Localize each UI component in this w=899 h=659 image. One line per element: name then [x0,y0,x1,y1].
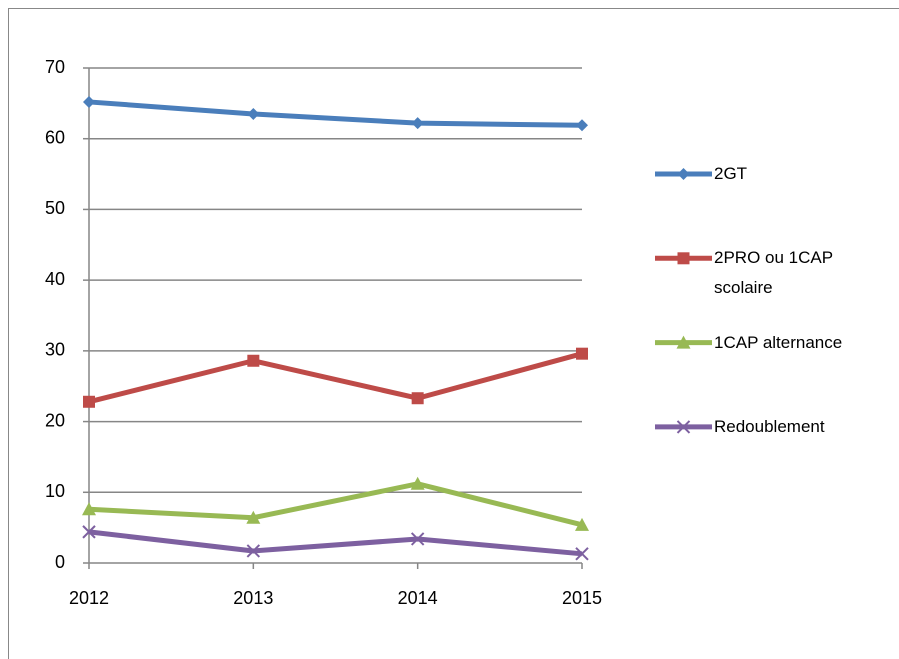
y-tick-label: 20 [45,410,65,430]
legend-label: 2PRO ou 1CAP scolaire [714,248,833,298]
marker [83,95,95,108]
legend-label: Redoublement [714,416,825,436]
series-line [88,481,583,528]
marker [576,347,588,360]
marker [411,117,424,130]
marker [82,525,96,539]
marker [83,395,95,408]
marker [576,119,588,132]
marker [676,420,691,434]
y-tick-label: 60 [45,127,65,147]
y-tick-label: 50 [45,198,65,218]
x-tick-label: 2012 [69,588,109,608]
marker [575,547,589,561]
y-tick-label: 40 [45,269,65,289]
series-line [88,351,583,405]
marker [247,107,260,120]
marker [410,476,425,490]
marker [410,532,425,546]
marker [575,517,589,531]
x-tick-label: 2014 [398,588,438,608]
y-tick-label: 30 [45,340,65,360]
marker [247,354,260,367]
marker [82,502,96,516]
legend-label: 1CAP alternance [714,332,843,352]
marker [676,335,691,349]
x-tick-label: 2013 [233,588,273,608]
marker [411,392,424,405]
chart-frame [8,8,899,659]
marker [246,544,261,558]
marker [677,252,690,265]
legend-label: 2GT [714,164,748,183]
x-tick-label: 2015 [562,588,602,608]
y-tick-label: 70 [45,57,65,77]
marker [246,510,261,524]
series-line [88,529,583,557]
y-tick-label: 10 [45,481,65,501]
marker [677,168,690,180]
y-tick-label: 0 [55,552,65,572]
series-line [88,99,583,128]
